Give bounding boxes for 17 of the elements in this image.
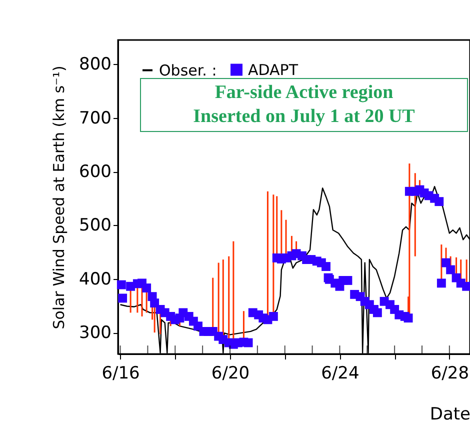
x-tick-label: 6/24 bbox=[321, 364, 360, 384]
annotation: Far-side Active region bbox=[214, 81, 394, 105]
y-tick-label: 600 bbox=[79, 162, 112, 182]
note-frame: Far-side Active region Inserted on July 1 at 20 UT bbox=[140, 78, 468, 132]
x-axis-title: Date bbox=[430, 404, 470, 422]
legend-label: Obser. : bbox=[159, 61, 217, 80]
x-tick-label: 6/16 bbox=[102, 364, 140, 384]
y-tick-label: 300 bbox=[79, 323, 112, 344]
y-tick-label: 500 bbox=[79, 216, 112, 236]
y-tick-label: 800 bbox=[79, 54, 112, 75]
x-tick-label: 6/20 bbox=[211, 364, 250, 384]
y-tick-label: 400 bbox=[79, 269, 112, 290]
y-tick-label: 700 bbox=[79, 108, 112, 128]
annotation: Inserted on July 1 at 20 UT bbox=[192, 105, 416, 129]
legend-label: ADAPT bbox=[248, 60, 299, 79]
x-tick-label: 6/28 bbox=[430, 364, 470, 384]
y-axis-title: Solar Wind Speed at Earth (km s⁻¹) bbox=[50, 66, 68, 330]
